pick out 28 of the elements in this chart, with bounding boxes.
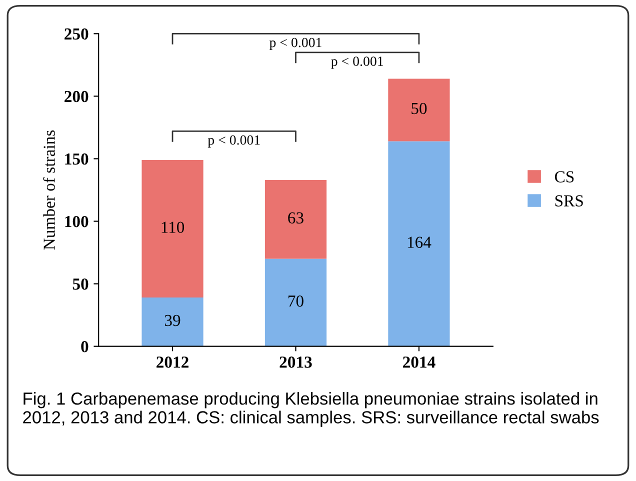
data-label: 63 bbox=[288, 212, 304, 224]
x-tick-label: 2012 bbox=[156, 356, 188, 368]
y-tick-label: 250 bbox=[64, 28, 88, 40]
x-tick-label: 2013 bbox=[280, 356, 312, 368]
y-tick-label: 100 bbox=[65, 216, 88, 228]
annotation: p < 0.001 bbox=[208, 135, 260, 148]
y-axis-title: Number of strains bbox=[43, 130, 55, 250]
bar bbox=[264, 180, 327, 259]
data-label: 50 bbox=[412, 102, 427, 114]
bar bbox=[264, 258, 327, 346]
data-label: 164 bbox=[408, 236, 432, 248]
y-tick-label: 0 bbox=[81, 341, 88, 352]
bar bbox=[388, 78, 450, 142]
y-tick-label: 150 bbox=[65, 153, 88, 165]
legend-label: CS bbox=[554, 171, 574, 182]
y-tick-label: 50 bbox=[72, 278, 88, 290]
annotation: p < 0.001 bbox=[331, 56, 384, 69]
x-tick-label: 2014 bbox=[403, 356, 436, 368]
bar bbox=[142, 160, 204, 298]
legend-label: SRS bbox=[555, 195, 583, 206]
bar bbox=[142, 298, 204, 346]
data-label: 39 bbox=[164, 314, 180, 326]
caption: Fig. 1 Carbapenemase producing Klebsiella pneumoniae strains isolated in 2012, 2013 and 2014. CS: clinical samples. SRS: surveillance rectal swabs bbox=[23, 392, 599, 427]
annotation: p < 0.001 bbox=[269, 38, 322, 50]
data-label: 70 bbox=[288, 295, 304, 307]
data-label: 110 bbox=[162, 222, 184, 233]
bar bbox=[388, 141, 450, 346]
y-tick-label: 200 bbox=[64, 90, 88, 102]
